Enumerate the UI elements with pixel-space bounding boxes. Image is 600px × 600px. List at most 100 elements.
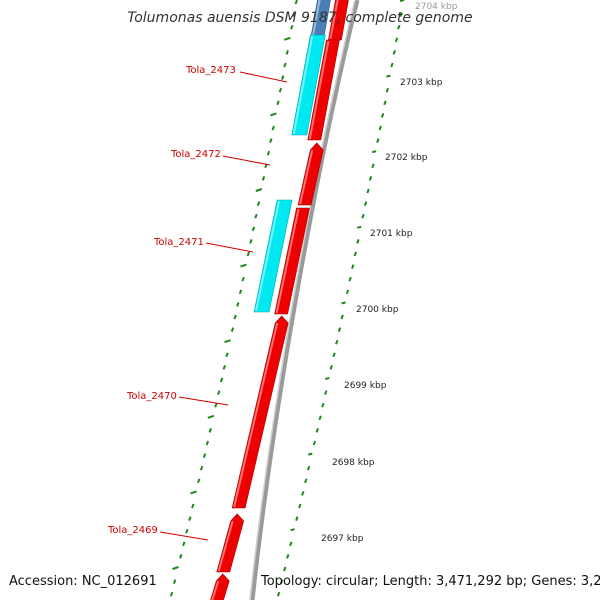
ruler-tick bbox=[298, 503, 302, 509]
gene-arrow-tola-2472-shine bbox=[299, 149, 314, 205]
ruler-label-2703: 2703 kbp bbox=[400, 78, 443, 88]
ruler-ticks-inner bbox=[169, 0, 298, 597]
ruler-tick bbox=[390, 62, 394, 68]
ruler-tick bbox=[356, 239, 360, 244]
ruler-tick bbox=[202, 453, 207, 458]
ruler-tick bbox=[236, 302, 240, 307]
ruler-tick bbox=[397, 24, 401, 30]
gene-arrow-tola-2473-fwd-shine bbox=[308, 40, 330, 140]
gene-arrow-tola-2470[interactable] bbox=[231, 315, 289, 509]
ruler-tick bbox=[304, 478, 308, 484]
gene-label-tola-2470[interactable]: Tola_2470 bbox=[127, 391, 177, 402]
ruler-tick bbox=[185, 528, 189, 534]
ruler-tick bbox=[385, 87, 390, 93]
ruler-tick bbox=[285, 50, 289, 55]
ruler-tick bbox=[341, 301, 346, 305]
ruler-tick bbox=[251, 226, 256, 232]
ruler-tick bbox=[371, 150, 377, 154]
ruler-tick bbox=[224, 339, 231, 344]
genome-summary-text: Topology: circular; Length: 3,471,292 bp… bbox=[261, 574, 600, 589]
ruler-tick bbox=[399, 0, 405, 2]
leader-tola-2469 bbox=[159, 531, 209, 541]
ruler-label-2699: 2699 kbp bbox=[344, 381, 387, 391]
ruler-tick bbox=[294, 0, 298, 5]
ruler-tick bbox=[348, 276, 352, 282]
ruler-tick bbox=[290, 24, 294, 30]
ruler-tick bbox=[394, 37, 399, 43]
gene-arrow-bottom-partial[interactable] bbox=[207, 573, 230, 600]
ruler-tick bbox=[278, 87, 283, 93]
gene-label-tola-2473[interactable]: Tola_2473 bbox=[186, 65, 236, 76]
ruler-tick bbox=[271, 125, 275, 131]
ruler-tick bbox=[241, 276, 245, 282]
genes-layer bbox=[207, 0, 350, 600]
ruler-tick bbox=[289, 541, 293, 547]
ruler-tick bbox=[283, 36, 291, 41]
gene-label-tola-2469[interactable]: Tola_2469 bbox=[108, 525, 158, 536]
gene-arrow-top-partial[interactable] bbox=[328, 0, 350, 41]
ruler-label-2700: 2700 kbp bbox=[356, 305, 399, 315]
gene-arrow-tola-2471-fwd[interactable] bbox=[274, 207, 310, 315]
ruler-tick bbox=[256, 201, 261, 206]
ruler-tick bbox=[290, 528, 295, 532]
gene-arrow-tola-2470-shine bbox=[233, 322, 279, 508]
gene-label-tola-2472[interactable]: Tola_2472 bbox=[171, 149, 221, 160]
ruler-tick bbox=[230, 327, 235, 332]
ruler-tick bbox=[219, 377, 224, 383]
ruler-tick bbox=[182, 541, 186, 547]
ruler-tick bbox=[197, 478, 201, 484]
ruler-tick bbox=[276, 591, 281, 597]
ruler-tick bbox=[392, 50, 396, 55]
ruler-tick bbox=[240, 263, 247, 268]
ruler-tick bbox=[214, 402, 218, 408]
ruler-tick bbox=[280, 75, 285, 80]
gene-arrow-tola-2471-shine bbox=[255, 200, 281, 312]
leader-tola-2471 bbox=[205, 242, 254, 253]
ruler-tick bbox=[345, 289, 350, 295]
ruler-tick bbox=[332, 352, 336, 358]
ruler-tick bbox=[378, 125, 382, 131]
ruler-tick bbox=[321, 402, 325, 408]
gene-arrow-tola-2472[interactable] bbox=[297, 142, 324, 206]
ruler-tick bbox=[238, 289, 243, 295]
gene-label-tola-2471[interactable]: Tola_2471 bbox=[154, 237, 204, 248]
ruler-tick bbox=[366, 188, 370, 194]
ruler-tick bbox=[283, 566, 287, 572]
gene-arrow-tola-2471[interactable] bbox=[253, 199, 293, 313]
gene-arrow-top-partial-shine bbox=[329, 0, 339, 40]
ruler-tick bbox=[249, 239, 253, 244]
ruler-tick bbox=[353, 251, 358, 257]
ruler-tick bbox=[266, 150, 271, 156]
genome-backbone bbox=[249, 0, 360, 600]
gene-arrow-tola-2471-fwd-shine bbox=[275, 208, 300, 314]
gene-arrow-tola-2473[interactable] bbox=[291, 34, 326, 136]
genome-backbone-highlight bbox=[249, 0, 356, 600]
ruler-tick bbox=[301, 491, 305, 496]
gene-arrow-tola-2469[interactable] bbox=[216, 513, 245, 573]
ruler-tick bbox=[399, 12, 403, 17]
ruler-tick bbox=[207, 414, 215, 419]
ruler-tick bbox=[172, 566, 179, 570]
ruler-tick bbox=[318, 415, 322, 421]
ruler-tick bbox=[261, 176, 266, 181]
ruler-tick bbox=[340, 314, 344, 320]
ruler-tick bbox=[191, 503, 195, 509]
ruler-tick bbox=[306, 465, 311, 471]
ruler-tick bbox=[246, 251, 251, 257]
ruler-tick bbox=[368, 176, 373, 181]
ruler-tick bbox=[286, 554, 290, 559]
ruler-tick bbox=[217, 390, 221, 395]
ruler-tick bbox=[279, 579, 284, 584]
ruler-tick bbox=[233, 314, 237, 320]
ruler-tick bbox=[205, 440, 210, 446]
ruler-label-2701: 2701 kbp bbox=[370, 229, 413, 239]
gene-arrow-other-top-shine bbox=[311, 0, 321, 38]
ruler-tick bbox=[371, 163, 375, 169]
ruler-tick bbox=[329, 365, 333, 370]
ruler-tick bbox=[283, 62, 287, 68]
gene-arrow-tola-2473-fwd[interactable] bbox=[307, 39, 340, 141]
ruler-tick bbox=[292, 12, 296, 17]
ruler-tick bbox=[269, 138, 273, 143]
ruler-tick bbox=[361, 213, 365, 219]
